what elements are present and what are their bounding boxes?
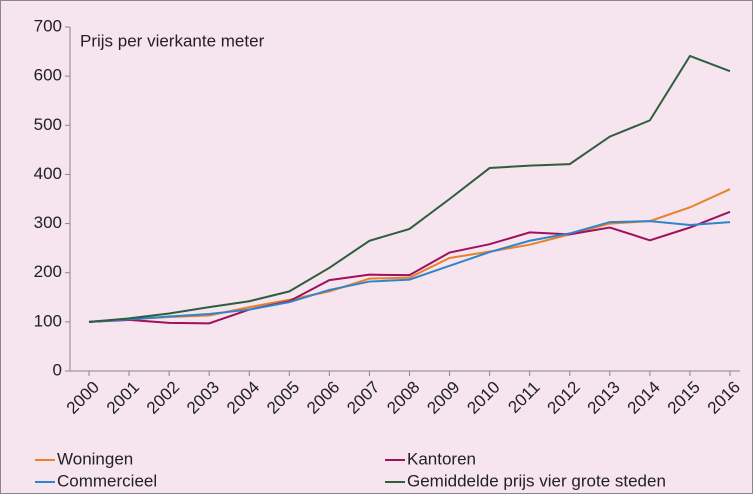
y-tick-label: 0 (53, 360, 62, 379)
y-tick-label: 400 (34, 164, 62, 183)
x-tick-label: 2013 (584, 378, 624, 418)
x-tick-label: 2001 (103, 378, 143, 418)
y-tick-label: 700 (34, 16, 62, 35)
y-tick-label: 300 (34, 213, 62, 232)
x-tick-label: 2003 (183, 378, 223, 418)
x-tick-label: 2000 (63, 378, 103, 418)
series-line (88, 54, 731, 323)
y-tick-label: 600 (34, 66, 62, 85)
y-tick-label: 500 (34, 115, 62, 134)
x-tick-label: 2015 (664, 378, 704, 418)
legend-label: Commercieel (57, 471, 157, 490)
x-tick-label: 2014 (624, 378, 664, 418)
x-tick-label: 2011 (504, 378, 543, 417)
x-tick-label: 2008 (383, 378, 423, 418)
series-line (88, 220, 731, 323)
series-line (88, 210, 731, 325)
y-tick-label: 100 (34, 311, 62, 330)
x-tick-label: 2002 (143, 378, 183, 418)
x-tick-label: 2009 (423, 378, 463, 418)
x-tick-label: 2005 (263, 378, 303, 418)
legend-label: Kantoren (407, 449, 476, 468)
legend-label: Gemiddelde prijs vier grote steden (407, 471, 666, 490)
x-tick-label: 2016 (704, 378, 744, 418)
y-tick-label: 200 (34, 262, 62, 281)
x-tick-label: 2004 (223, 378, 263, 418)
x-tick-label: 2007 (343, 378, 383, 418)
x-tick-label: 2006 (303, 378, 343, 418)
x-tick-label: 2012 (544, 378, 584, 418)
x-tick-label: 2010 (463, 378, 503, 418)
chart-title: Prijs per vierkante meter (80, 31, 265, 50)
legend-label: Woningen (57, 449, 133, 468)
series-line (88, 188, 731, 323)
